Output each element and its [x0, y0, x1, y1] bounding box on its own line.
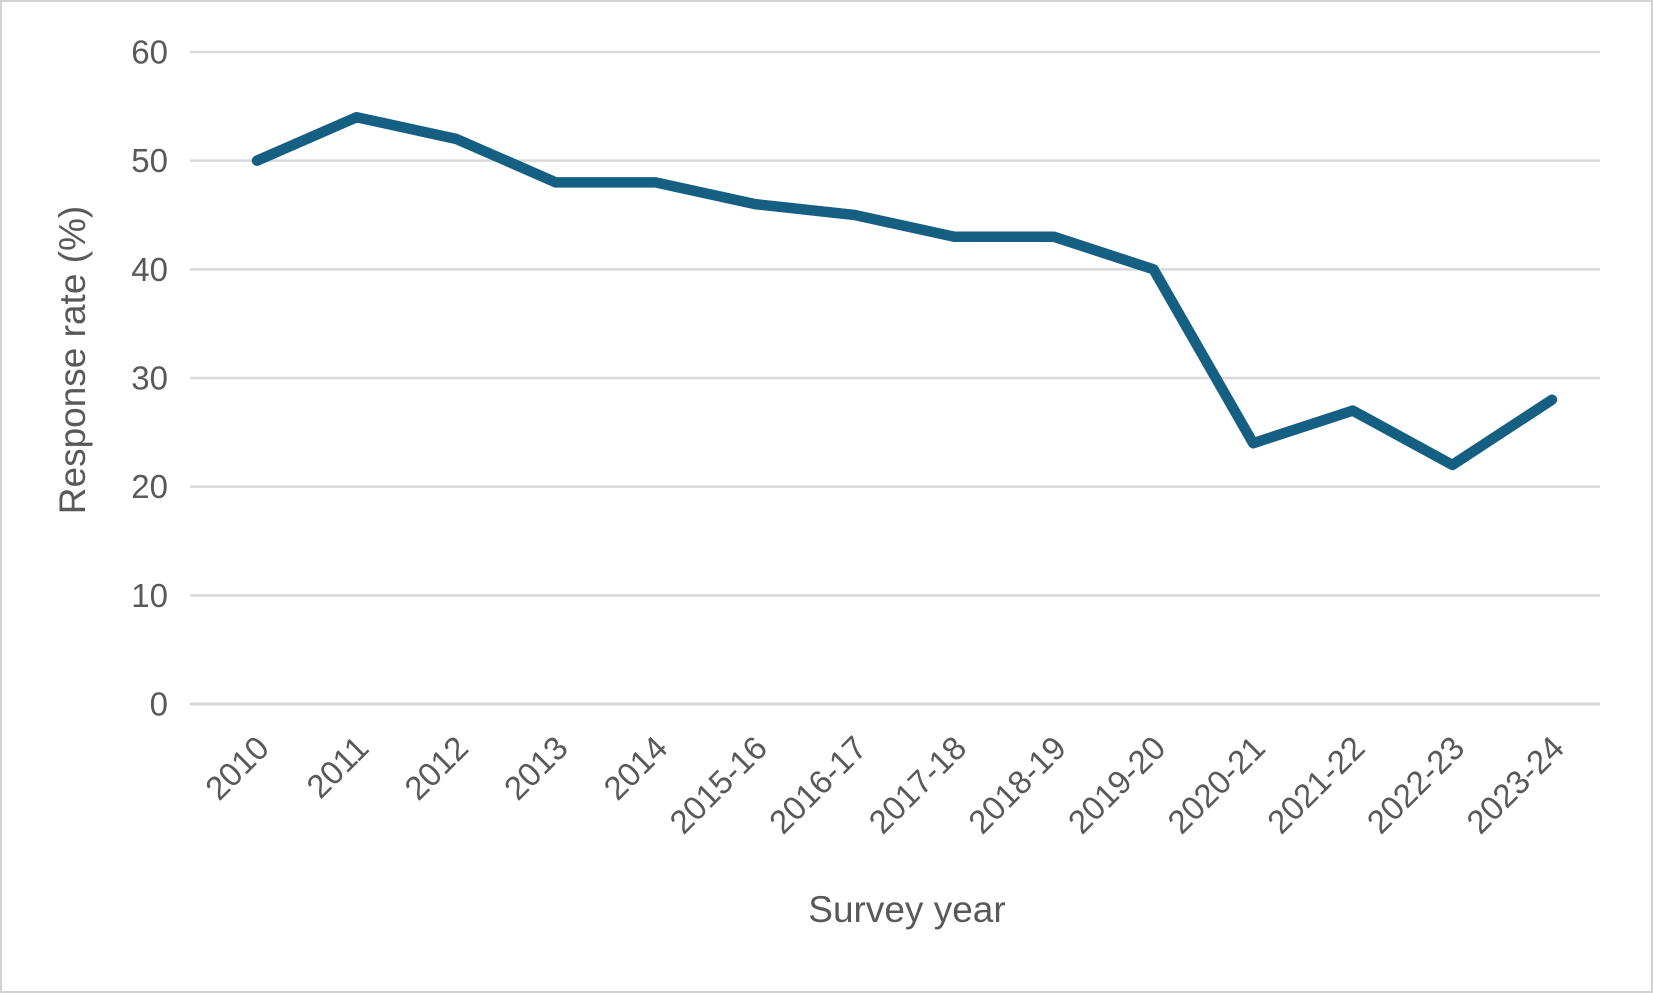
y-axis-title: Response rate (%): [52, 206, 93, 514]
x-tick-label: 2017-18: [861, 729, 973, 841]
y-tick-label: 10: [131, 577, 168, 614]
x-axis-tick-labels: 2010 2011 2012 2013 20142015-162016-172017-1…: [198, 729, 1571, 841]
x-tick-label: 2015-16: [662, 729, 774, 841]
x-axis-title: Survey year: [808, 889, 1005, 930]
x-tick-label: 2013: [497, 729, 575, 807]
x-tick-label: 2021-22: [1260, 729, 1372, 841]
y-tick-label: 20: [131, 468, 168, 505]
x-tick-label: 2023-24: [1459, 729, 1571, 841]
gridlines: [190, 50, 1600, 706]
y-tick-label: 40: [131, 251, 168, 288]
x-tick-label: 2018-19: [961, 729, 1073, 841]
y-tick-label: 0: [150, 686, 168, 723]
data-series: [251, 111, 1558, 471]
x-tick-label: 2012: [397, 729, 475, 807]
response-rate-line: [251, 111, 1558, 471]
x-tick-label: 2019-20: [1061, 729, 1173, 841]
x-tick-label: 2016-17: [762, 729, 874, 841]
x-tick-label: 2022-23: [1360, 729, 1472, 841]
y-tick-label: 60: [131, 34, 168, 71]
x-tick-label: 2014: [596, 729, 674, 807]
y-tick-label: 50: [131, 142, 168, 179]
y-axis-tick-labels: 0 10 20 30 40 50 60: [131, 34, 168, 723]
x-tick-label: 2010: [198, 729, 276, 807]
y-tick-label: 30: [131, 360, 168, 397]
x-tick-label: 2011: [299, 729, 375, 805]
x-tick-label: 2020-21: [1160, 729, 1272, 841]
